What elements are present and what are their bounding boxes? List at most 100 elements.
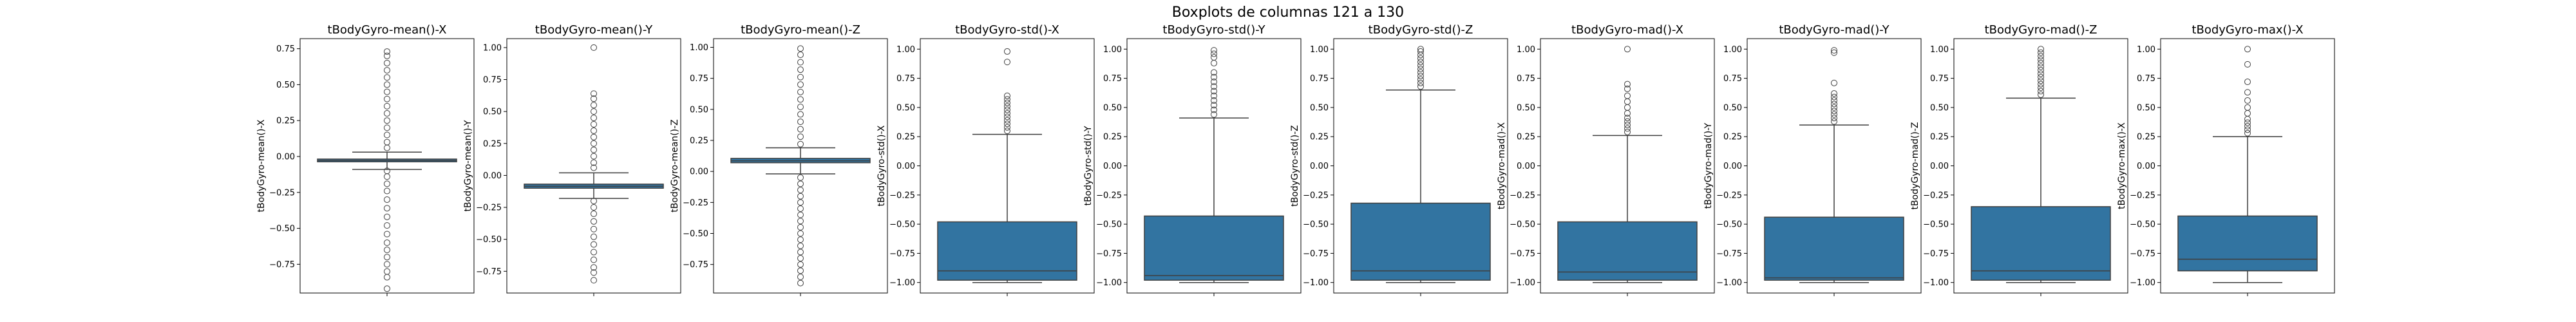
y-tick-label: −0.50 bbox=[1303, 220, 1329, 230]
y-tick-label: 0.25 bbox=[896, 133, 915, 142]
outlier-point bbox=[2244, 46, 2251, 53]
y-axis-label: tBodyGyro-std()-Z bbox=[1290, 125, 1300, 207]
y-axis-label: tBodyGyro-mean()-X bbox=[256, 119, 267, 212]
y-tick-label: 0.50 bbox=[1310, 103, 1329, 113]
outlier-point bbox=[797, 273, 804, 280]
panel-frame bbox=[1747, 38, 1922, 294]
outlier-point bbox=[1831, 93, 1837, 100]
panel-frame bbox=[1126, 38, 1302, 294]
outlier-point bbox=[591, 256, 597, 263]
y-tick-label: −0.75 bbox=[1303, 249, 1329, 259]
outlier-point bbox=[1004, 92, 1010, 99]
outlier-point bbox=[797, 223, 804, 231]
y-tick-label: 0.00 bbox=[1517, 162, 1535, 171]
outlier-point bbox=[2244, 79, 2251, 86]
outlier-point bbox=[384, 88, 390, 95]
outlier-point bbox=[797, 242, 804, 249]
outlier-point bbox=[591, 159, 597, 166]
figure-title: Boxplots de columnas 121 a 130 bbox=[1172, 5, 1404, 21]
outlier-point bbox=[2244, 61, 2251, 68]
outlier-point bbox=[1831, 118, 1837, 125]
y-tick-label: 1.00 bbox=[1517, 45, 1535, 55]
y-tick-label: −0.50 bbox=[1096, 220, 1122, 230]
outlier-point bbox=[797, 255, 804, 262]
y-tick-label: −0.75 bbox=[1716, 249, 1742, 259]
outlier-point bbox=[797, 118, 804, 126]
outlier-point bbox=[797, 45, 804, 52]
y-tick-label: 0.25 bbox=[483, 139, 502, 149]
outlier-point bbox=[797, 126, 804, 133]
outlier-point bbox=[1417, 69, 1424, 76]
outlier-point bbox=[384, 222, 390, 229]
outlier-point bbox=[797, 218, 804, 225]
outlier-point bbox=[1624, 115, 1631, 122]
outlier-point bbox=[1417, 79, 1424, 86]
outlier-point bbox=[797, 187, 804, 194]
panel-title: tBodyGyro-mean()-Y bbox=[535, 23, 653, 37]
y-tick-label: 0.75 bbox=[2137, 74, 2155, 84]
outlier-point bbox=[384, 59, 390, 66]
y-axis-label: tBodyGyro-mad()-Y bbox=[1703, 122, 1714, 209]
y-tick-label: 0.75 bbox=[1517, 74, 1535, 84]
y-tick-label: 0.25 bbox=[1930, 133, 1949, 142]
y-tick-label: −0.75 bbox=[1096, 249, 1122, 259]
outlier-point bbox=[1624, 85, 1631, 92]
panel-title: tBodyGyro-max()-X bbox=[2192, 23, 2303, 37]
panel-frame bbox=[299, 38, 475, 294]
outlier-point bbox=[591, 140, 597, 147]
y-axis-label: tBodyGyro-std()-X bbox=[876, 125, 887, 206]
boxplot-panel: tBodyGyro-std()-Y −1.00 −0.75 −0.50 −0.25 0.0… bbox=[1083, 23, 1302, 296]
outlier-point bbox=[2038, 91, 2044, 98]
y-tick-label: −0.50 bbox=[1716, 220, 1742, 230]
outlier-point bbox=[591, 120, 597, 128]
outlier-point bbox=[1624, 98, 1631, 105]
outlier-point bbox=[1004, 120, 1010, 128]
y-tick-label: 0.25 bbox=[1103, 133, 1122, 142]
panel-title: tBodyGyro-std()-X bbox=[955, 23, 1059, 37]
outlier-point bbox=[797, 211, 804, 218]
y-tick-label: −0.50 bbox=[1510, 220, 1535, 230]
panel-title: tBodyGyro-std()-Z bbox=[1368, 23, 1473, 37]
outlier-point bbox=[797, 133, 804, 140]
y-tick-label: −0.25 bbox=[1303, 191, 1329, 200]
outlier-point bbox=[2038, 84, 2044, 91]
outlier-point bbox=[1831, 90, 1837, 97]
y-tick-label: 0.00 bbox=[483, 171, 502, 181]
outlier-point bbox=[1004, 113, 1010, 120]
outlier-point bbox=[2244, 116, 2251, 123]
y-tick-label: 0.50 bbox=[276, 80, 295, 90]
outlier-point bbox=[1417, 62, 1424, 69]
boxplot-panel: tBodyGyro-mad()-X −1.00 −0.75 −0.50 −0.25 0.0… bbox=[1497, 23, 1715, 296]
y-tick-label: 0.00 bbox=[2137, 162, 2155, 171]
outlier-point bbox=[384, 81, 390, 88]
outlier-point bbox=[384, 138, 390, 146]
y-tick-label: −0.50 bbox=[269, 224, 295, 234]
outlier-point bbox=[384, 205, 390, 212]
y-tick-label: −1.00 bbox=[1096, 278, 1122, 288]
panel-frame bbox=[920, 38, 1095, 294]
y-tick-label: −0.75 bbox=[683, 260, 708, 270]
outlier-point bbox=[1211, 88, 1217, 95]
outlier-point bbox=[2244, 126, 2251, 133]
outlier-point bbox=[797, 279, 804, 287]
y-tick-label: −0.50 bbox=[683, 229, 708, 239]
outlier-point bbox=[591, 44, 597, 51]
y-tick-label: −0.50 bbox=[2130, 220, 2155, 230]
y-tick-label: 0.25 bbox=[2137, 133, 2155, 142]
boxplot-panel: tBodyGyro-std()-Z −1.00 −0.75 −0.50 −0.25 0.0… bbox=[1290, 23, 1508, 296]
y-tick-label: 1.00 bbox=[1723, 45, 1742, 55]
outlier-point bbox=[384, 173, 390, 180]
outlier-point bbox=[2244, 129, 2251, 137]
outlier-point bbox=[1624, 125, 1631, 132]
outlier-point bbox=[2038, 56, 2044, 63]
outlier-point bbox=[384, 131, 390, 138]
iqr-box bbox=[1764, 216, 1904, 281]
y-tick-label: −0.25 bbox=[1096, 191, 1122, 200]
outlier-point bbox=[1831, 108, 1837, 115]
outlier-point bbox=[384, 274, 390, 281]
outlier-point bbox=[384, 124, 390, 131]
outlier-point bbox=[591, 115, 597, 122]
y-tick-label: 0.50 bbox=[690, 105, 708, 115]
y-tick-label: −0.75 bbox=[1923, 249, 1949, 259]
